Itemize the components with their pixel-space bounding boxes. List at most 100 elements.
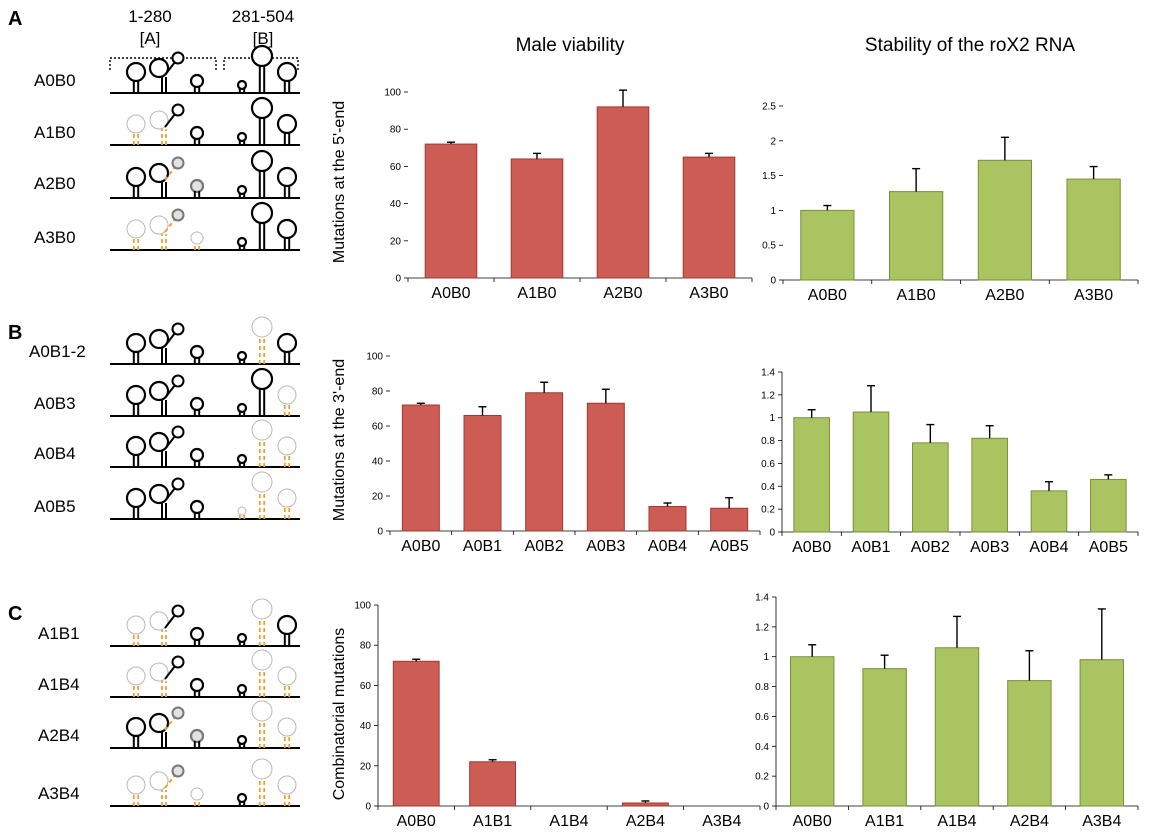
side-arm	[164, 774, 176, 789]
loop	[148, 57, 170, 79]
x-tick-label: A0B2	[911, 539, 950, 556]
stem-loop-2	[149, 604, 185, 646]
x-tick-label: A1B1	[473, 813, 512, 830]
loop	[125, 61, 147, 83]
rna-structure-row-8	[110, 471, 300, 520]
stem-loop-2	[148, 374, 185, 416]
x-tick-label: A2B4	[626, 813, 665, 830]
bar	[392, 660, 440, 807]
loop	[250, 149, 274, 173]
x-tick-label: A0B3	[970, 539, 1009, 556]
rna-structure-schematics	[109, 44, 300, 807]
loop	[236, 350, 248, 362]
row-label: A0B4	[34, 444, 76, 463]
bar	[971, 437, 1008, 533]
arm-loop	[171, 604, 185, 618]
row-label: A1B0	[34, 123, 76, 142]
bar	[424, 143, 478, 279]
x-tick-label: A1B4	[549, 813, 588, 830]
stem-loop-6	[276, 332, 298, 364]
arm-loop	[171, 655, 185, 669]
loop	[149, 110, 169, 130]
loop	[276, 614, 298, 636]
region-b-range: 281-504	[231, 7, 295, 26]
stem-loop-6	[277, 717, 297, 748]
stem-loop-3	[189, 499, 205, 519]
stem-loop-6	[276, 113, 298, 145]
loop	[148, 328, 170, 350]
bar	[710, 507, 749, 532]
stem-loop-5	[250, 149, 274, 198]
bar	[586, 402, 625, 532]
loop	[276, 166, 298, 188]
stem-loop-4	[236, 236, 248, 250]
x-tick-label: A1B1	[865, 813, 904, 830]
loop	[148, 431, 170, 453]
loop	[251, 649, 273, 671]
y-tick-label: 80	[372, 387, 384, 398]
x-tick-label: A0B4	[648, 538, 687, 555]
x-tick-label: A1B4	[937, 813, 976, 830]
loop	[237, 506, 247, 516]
stem-loop-6	[276, 61, 298, 93]
y-tick-label: 20	[390, 236, 402, 247]
loop	[251, 758, 273, 780]
y-tick-label: 0.6	[755, 712, 769, 723]
bar	[525, 392, 564, 532]
y-tick-label: 1.2	[761, 390, 775, 401]
x-tick-label: A2B0	[985, 287, 1024, 304]
y-tick-label: 40	[360, 721, 372, 732]
row-label: A3B4	[38, 784, 80, 803]
side-arm	[164, 113, 176, 128]
arm-loop	[171, 156, 185, 170]
region-a-range: 1-280	[128, 7, 172, 26]
y-tick-label: 80	[360, 641, 372, 652]
side-arm	[164, 166, 176, 181]
x-tick-label: A0B0	[808, 287, 847, 304]
stem-loop-3	[190, 231, 204, 250]
stem-loop-1	[125, 487, 147, 519]
stem-loop-6	[277, 775, 297, 806]
stem-loop-3	[189, 178, 205, 198]
side-arm	[164, 384, 176, 399]
x-tick-label: A3B0	[1074, 287, 1113, 304]
y-tick-label: 1.4	[761, 368, 775, 379]
rna-structure-row-11	[110, 700, 300, 749]
side-arm	[164, 716, 176, 731]
loop	[251, 471, 273, 493]
side-arm	[164, 218, 176, 233]
bar	[1090, 478, 1127, 533]
loop	[125, 166, 147, 188]
rna-structure-row-9	[110, 598, 300, 647]
y-tick-label: 1	[763, 652, 769, 663]
arm-loop	[171, 208, 185, 222]
y-tick-label: 0.5	[762, 241, 776, 252]
y-tick-label: 100	[384, 88, 401, 99]
stem-loop-4	[236, 453, 248, 467]
y-tick-label: 100	[354, 601, 371, 612]
bar	[510, 158, 564, 279]
stem-loop-1	[126, 114, 146, 145]
stem-loop-2	[149, 103, 185, 145]
loop	[251, 700, 273, 722]
loop	[250, 367, 274, 391]
stem-loop-6	[277, 666, 297, 697]
loop	[236, 236, 248, 248]
stem-loop-3	[189, 447, 205, 467]
bar	[1030, 490, 1068, 533]
arm-loop	[171, 103, 185, 117]
column-title-stability: Stability of the roX2 RNA	[864, 35, 1076, 56]
loop	[148, 380, 170, 402]
region-b-name: [B]	[252, 29, 274, 48]
row-label: A0B3	[34, 394, 76, 413]
loop	[189, 178, 205, 194]
stem-loop-2	[149, 655, 185, 697]
bar	[596, 106, 650, 279]
stem-loop-5	[251, 471, 273, 519]
bar	[463, 415, 502, 532]
y-tick-label: 20	[360, 761, 372, 772]
loop	[236, 632, 248, 644]
loop	[189, 447, 205, 463]
loop	[125, 384, 147, 406]
